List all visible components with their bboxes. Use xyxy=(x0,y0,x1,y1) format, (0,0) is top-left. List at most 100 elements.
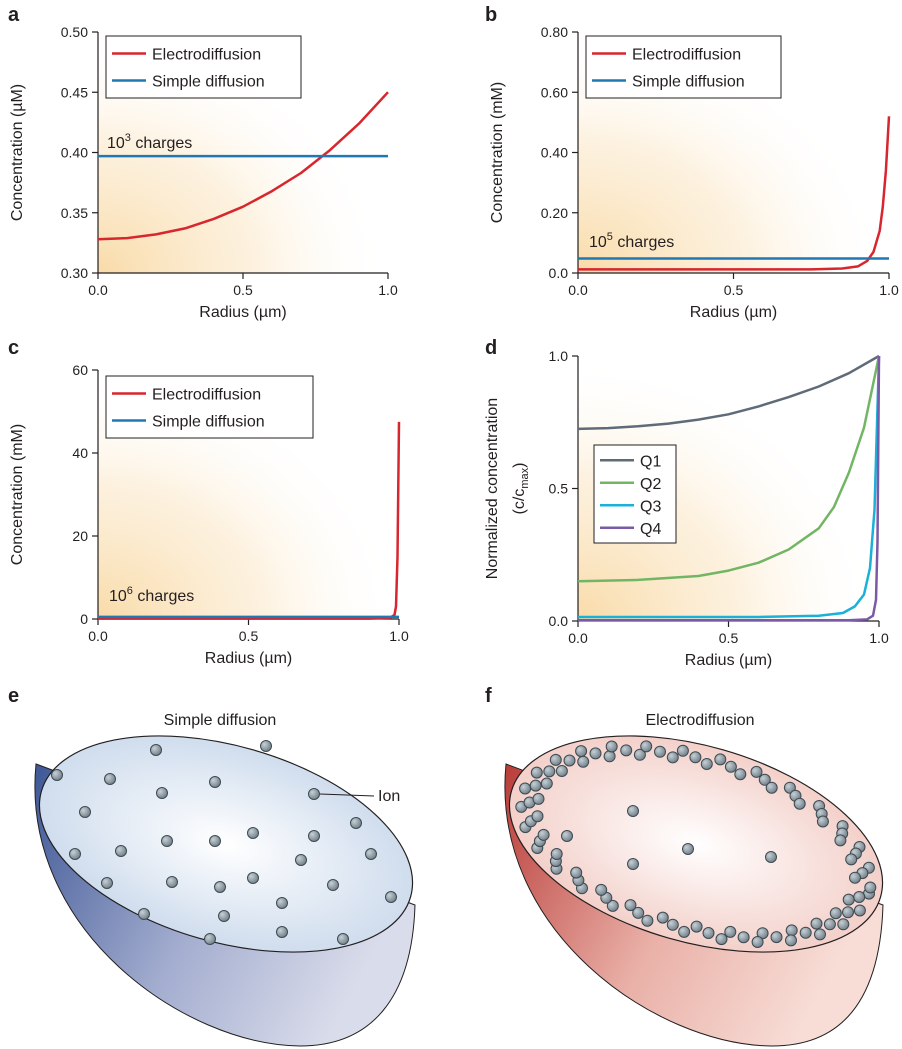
y-tick-label-d: 1.0 xyxy=(549,348,569,364)
panel-d: d 0.0 0.5 1.0 0.0 0.5 1.0 Radius (µm) Normalize… xyxy=(484,337,889,669)
y-axis-label-secondary-d: (c/cmax) xyxy=(511,463,531,515)
ion xyxy=(678,925,691,938)
ion xyxy=(519,782,532,795)
y-tick-label-d: 0.0 xyxy=(549,613,569,629)
ion xyxy=(853,904,866,917)
plot-area-b: 0.0 0.5 1.0 0.0 0.20 0.40 0.60 0.80 Radius (µm) C… xyxy=(489,24,899,321)
x-tick-label-d: 0.0 xyxy=(568,630,588,646)
legend-label-c: Simple diffusion xyxy=(152,414,265,431)
x-tick-label-b: 0.5 xyxy=(724,282,744,298)
illustration-simple-diffusion: e Simple diffusion Ion xyxy=(8,685,416,1047)
series-line-d-q4 xyxy=(578,355,881,622)
ion xyxy=(627,805,639,817)
legend-label-d: Q3 xyxy=(640,498,661,515)
ion xyxy=(166,876,178,888)
legend-box-a xyxy=(105,35,302,99)
ion xyxy=(734,768,747,781)
ion xyxy=(532,792,545,805)
ion xyxy=(337,933,349,945)
y-tick-label-a: 0.35 xyxy=(61,205,88,221)
ion xyxy=(327,879,339,891)
ion xyxy=(737,931,750,944)
annotation-base: 10 xyxy=(589,234,607,251)
y-axis-label-close: ) xyxy=(511,463,528,468)
ion xyxy=(589,747,602,760)
legend-label-a: Simple diffusion xyxy=(152,74,265,91)
ion xyxy=(814,928,826,941)
panel-label-d: d xyxy=(485,337,497,359)
ion xyxy=(620,744,633,757)
ions-group-f xyxy=(515,740,877,948)
ion xyxy=(785,934,797,947)
y-tick-label-a: 0.40 xyxy=(61,145,88,161)
panel-label-c: c xyxy=(8,337,19,359)
ion xyxy=(633,748,646,761)
ion xyxy=(543,765,556,778)
x-axis-label-a: Radius (µm) xyxy=(199,304,286,321)
annotation-base: 10 xyxy=(107,135,125,152)
x-tick-label-b: 0.0 xyxy=(568,282,588,298)
legend-label-a: Electrodiffusion xyxy=(152,47,261,64)
annotation-exponent: 6 xyxy=(127,585,133,597)
y-tick-label-d: 0.5 xyxy=(549,481,569,497)
y-tick-label-b: 0.0 xyxy=(549,265,569,281)
x-tick-label-a: 0.5 xyxy=(233,282,253,298)
legend-box-c xyxy=(105,375,314,439)
y-axis-label-d: Normalized concentration xyxy=(484,398,501,579)
ion xyxy=(531,810,544,823)
legend-label-d: Q2 xyxy=(640,476,661,493)
legend-label-d: Q1 xyxy=(640,453,661,470)
x-tick-label-d: 0.5 xyxy=(719,630,739,646)
x-tick-label-a: 1.0 xyxy=(378,282,398,298)
ion-label: Ion xyxy=(378,788,400,805)
ion xyxy=(689,751,702,764)
ions-group-e xyxy=(51,740,397,945)
series-line-d-q3 xyxy=(578,355,881,619)
y-axis-label-c: Concentration (mM) xyxy=(9,424,26,565)
ion xyxy=(247,872,259,884)
y-tick-label-b: 0.60 xyxy=(541,84,568,100)
ion xyxy=(765,851,777,863)
ion xyxy=(51,769,63,781)
ion xyxy=(104,773,116,785)
illustration-title-e: Simple diffusion xyxy=(164,712,277,729)
ion xyxy=(842,893,855,906)
ion xyxy=(308,830,320,842)
ion xyxy=(799,926,812,939)
panel-a: a 0.0 0.5 1.0 0.30 0.35 0.40 0.45 0.50 Radius (µ… xyxy=(8,4,398,321)
y-tick-label-a: 0.30 xyxy=(61,265,88,281)
x-tick-label-a: 0.0 xyxy=(88,282,108,298)
ion xyxy=(79,806,91,818)
y-tick-label-c: 20 xyxy=(72,528,88,544)
ion xyxy=(276,926,288,938)
ion xyxy=(724,760,737,773)
ion xyxy=(834,834,847,847)
ion xyxy=(101,877,113,889)
ion xyxy=(529,779,542,792)
ion xyxy=(810,917,823,930)
ion xyxy=(276,897,288,909)
panel-b: b 0.0 0.5 1.0 0.0 0.20 0.40 0.60 0.80 Radius (µm… xyxy=(485,4,899,321)
ion xyxy=(700,758,713,770)
series-line-d-q2 xyxy=(577,355,881,583)
ion xyxy=(209,776,221,788)
ion xyxy=(537,828,550,841)
ion xyxy=(561,830,573,842)
annotation-exponent: 5 xyxy=(607,231,613,243)
illustration-electrodiffusion: f Electrodiffusion xyxy=(485,685,884,1047)
ion xyxy=(204,933,216,945)
illustration-title-f: Electrodiffusion xyxy=(645,712,754,729)
series-line-c-electrodiffusion xyxy=(98,421,401,620)
plot-area-a: 0.0 0.5 1.0 0.30 0.35 0.40 0.45 0.50 Radius (µm)… xyxy=(9,24,398,321)
ion xyxy=(603,750,616,763)
ion xyxy=(656,911,669,924)
ion xyxy=(715,933,728,946)
y-tick-label-b: 0.40 xyxy=(541,145,568,161)
ion xyxy=(575,745,588,758)
x-axis-label-d: Radius (µm) xyxy=(685,652,772,669)
legend-label-c: Electrodiffusion xyxy=(152,387,261,404)
x-axis-label-c: Radius (µm) xyxy=(205,650,292,667)
ion xyxy=(690,920,703,933)
ion xyxy=(765,781,778,794)
